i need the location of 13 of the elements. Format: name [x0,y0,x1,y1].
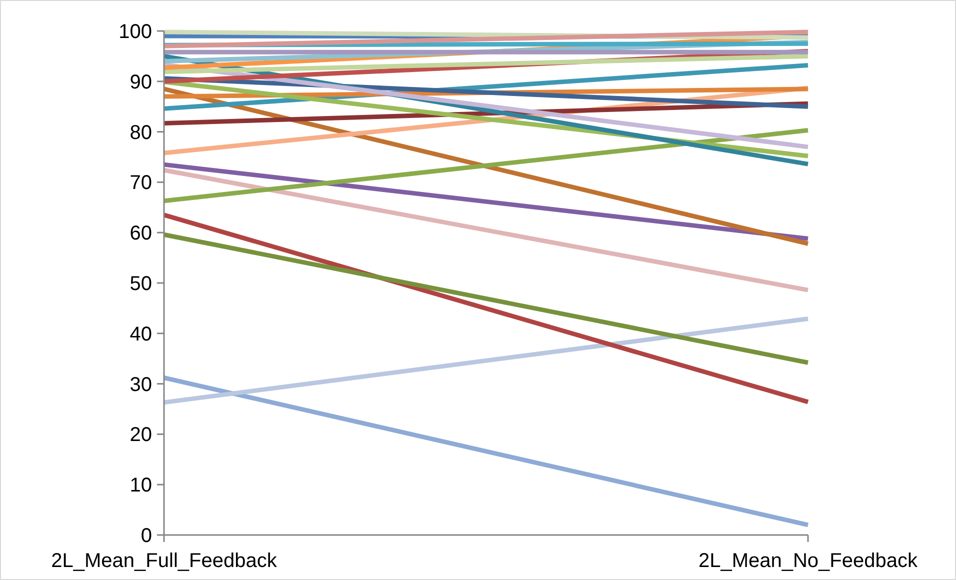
x-tick-label: 2L_Mean_No_Feedback [698,550,919,572]
y-tick-label: 40 [130,323,152,346]
y-tick-label: 20 [130,424,152,446]
y-tick-label: 0 [140,525,152,547]
y-tick-label: 10 [130,474,152,497]
y-tick-label: 30 [130,374,152,396]
x-tick-label: 2L_Mean_Full_Feedback [51,550,278,572]
y-tick-label: 80 [130,122,152,144]
y-tick-label: 70 [130,172,152,194]
y-tick-label: 90 [130,71,152,94]
y-tick-label: 100 [118,21,152,43]
y-tick-label: 60 [130,222,152,245]
y-tick-label: 50 [130,273,152,295]
